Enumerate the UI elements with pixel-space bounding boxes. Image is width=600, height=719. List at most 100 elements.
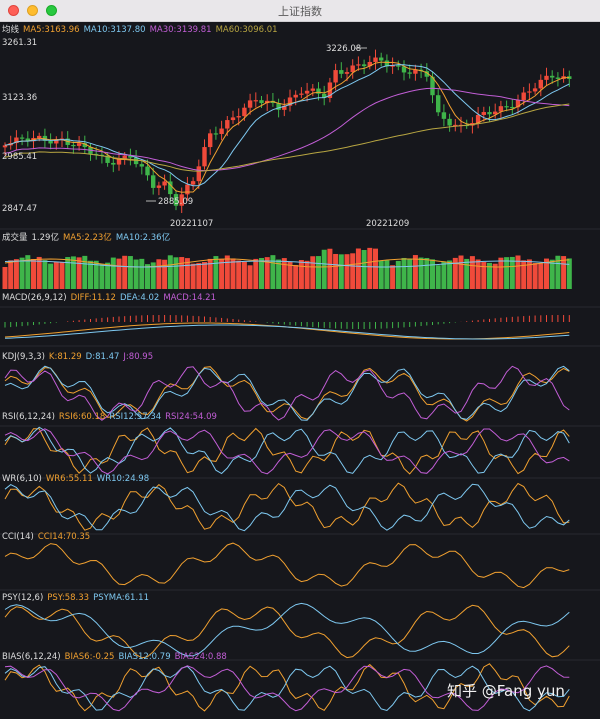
cci-legend-0: CCI14:70.35 [38, 532, 90, 542]
kdj-line-0 [4, 366, 570, 422]
kdj-line-1 [4, 365, 570, 421]
volume-bar [475, 259, 481, 289]
volume-bar [333, 253, 339, 289]
main-legend-2: MA30:3139.81 [150, 25, 212, 35]
volume-bar [247, 265, 253, 289]
candle-body [122, 155, 127, 160]
close-window-button[interactable] [8, 5, 19, 16]
ma60-line [4, 103, 570, 172]
rsi-line-1 [4, 426, 570, 475]
volume-bar [224, 255, 230, 289]
volume-bar [321, 249, 327, 289]
candle-body [498, 106, 504, 112]
rsi-legend-0: RSI6:60.18 [59, 412, 105, 422]
candle-body [76, 143, 82, 146]
volume-bar [373, 248, 378, 289]
volume-bar [19, 257, 25, 289]
volume-bar [162, 259, 168, 289]
volume-bar [561, 256, 567, 289]
rsi-legend-1: RSI12:57.34 [109, 412, 161, 422]
candle-body [447, 118, 452, 126]
volume-bar [241, 261, 247, 289]
volume-bar [395, 260, 401, 289]
candle-body [550, 75, 555, 78]
candle-body [282, 105, 287, 110]
candle-body [173, 194, 179, 206]
candle-body [430, 76, 435, 96]
candle-body [350, 65, 355, 73]
title-bar[interactable]: 上证指数 [0, 0, 600, 22]
candle-body [82, 143, 87, 148]
volume-bar [521, 260, 527, 289]
volume-bar [264, 257, 270, 289]
volume-title: 成交量 [2, 232, 28, 243]
volume-bar [281, 258, 287, 289]
macd-legend-2: MACD:14.21 [163, 293, 216, 303]
volume-bar [230, 258, 236, 289]
candle-body [54, 139, 59, 144]
volume-bar [196, 262, 202, 289]
volume-bar [179, 257, 185, 289]
volume-bar [452, 257, 458, 289]
candle-body [361, 64, 367, 67]
candle-body [413, 69, 418, 74]
candle-body [185, 184, 190, 195]
bias-legend-2: BIAS24:0.88 [175, 652, 227, 662]
volume-bar [304, 260, 310, 289]
candle-body [225, 120, 230, 129]
candle-body [436, 95, 441, 113]
volume-bar [184, 258, 190, 289]
candle-body [333, 70, 338, 83]
rsi-line-2 [4, 428, 570, 475]
volume-bar [36, 256, 42, 289]
candle-body [527, 91, 532, 93]
volume-bar [350, 253, 356, 289]
candle-body [373, 57, 378, 62]
ma30-line [4, 87, 570, 172]
stock-chart[interactable]: 均线 MA5:3163.96 MA10:3137.80 MA30:3139.81 MA6… [0, 21, 600, 719]
candle-body [230, 117, 236, 121]
volume-bar [253, 258, 259, 289]
volume-bar [110, 257, 116, 289]
volume-bar [549, 259, 555, 289]
candle-body [2, 145, 8, 148]
y-axis-label-2: 2985.41 [2, 152, 37, 162]
volume-bar [99, 263, 105, 289]
candle-body [259, 100, 264, 104]
wr-line-0 [4, 482, 570, 531]
candle-body [304, 90, 310, 94]
psy-line-0 [4, 604, 570, 659]
volume-bar [156, 259, 162, 289]
candle-body [475, 114, 481, 123]
low-price-marker: 2885.09 [158, 197, 193, 207]
date-label-1: 20221209 [366, 219, 409, 229]
kdj-legend-1: D:81.47 [86, 352, 120, 362]
volume-bar [207, 258, 213, 289]
candle-body [481, 112, 486, 115]
volume-bar [133, 259, 139, 289]
volume-bar [13, 259, 19, 289]
volume-bar [76, 257, 82, 289]
candle-body [441, 112, 447, 119]
minimize-window-button[interactable] [27, 5, 38, 16]
high-price-marker: 3226.08 [326, 44, 361, 54]
volume-bar [190, 263, 196, 289]
candle-body [42, 135, 48, 141]
candle-body [179, 194, 184, 206]
maximize-window-button[interactable] [46, 5, 57, 16]
psy-line-1 [4, 602, 570, 657]
candle-body [293, 94, 298, 98]
volume-bar [515, 255, 521, 289]
volume-bar [53, 261, 59, 289]
volume-bar [538, 263, 544, 289]
candle-body [202, 147, 207, 167]
candle-body [316, 88, 321, 94]
y-axis-label-3: 2847.47 [2, 204, 37, 214]
candle-body [424, 71, 429, 77]
volume-bar [481, 262, 487, 289]
volume-bar [202, 261, 207, 289]
volume-bar [70, 256, 76, 289]
window-title: 上证指数 [278, 5, 322, 18]
volume-bar [48, 263, 54, 289]
